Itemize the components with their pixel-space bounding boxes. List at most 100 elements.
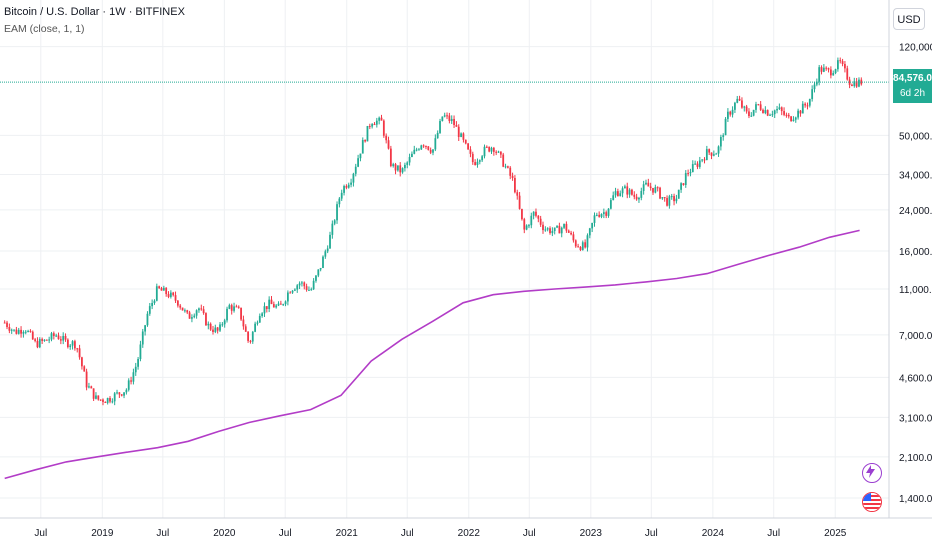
candle-body <box>661 197 664 199</box>
candle-body <box>343 186 345 193</box>
candle-body <box>251 331 254 342</box>
candle-body <box>167 294 170 297</box>
candle-body <box>427 146 430 150</box>
x-tick-label: Jul <box>767 528 780 539</box>
candle-body <box>333 220 336 224</box>
candle-body <box>654 187 657 193</box>
candle-body <box>69 345 72 348</box>
currency-button[interactable]: USD <box>893 8 925 30</box>
candle-body <box>99 399 102 401</box>
candle-body <box>357 158 359 167</box>
candle-body <box>188 312 191 319</box>
candle-body <box>829 69 832 76</box>
candle-body <box>263 306 266 314</box>
candle-body <box>88 386 90 388</box>
candle-body <box>750 115 753 117</box>
candle-body <box>460 133 462 137</box>
candle-body <box>773 110 776 115</box>
x-tick-label: 2019 <box>91 528 114 539</box>
candle-body <box>305 286 308 290</box>
candle-body <box>518 195 521 209</box>
bar-countdown: 6d 2h <box>899 88 926 99</box>
candle-body <box>296 285 299 290</box>
candle-body <box>825 67 828 69</box>
candle-body <box>52 333 55 337</box>
candle-body <box>109 398 111 402</box>
candle-body <box>481 156 484 161</box>
candle-body <box>195 310 198 316</box>
candle-body <box>15 329 18 334</box>
candle-body <box>172 292 175 296</box>
flag-icon[interactable] <box>862 492 882 512</box>
x-tick-label: 2021 <box>336 528 359 539</box>
x-tick-label: Jul <box>34 528 47 539</box>
candle-body <box>151 302 154 307</box>
candle-body <box>715 153 718 155</box>
candle-body <box>799 110 802 114</box>
candle-body <box>331 223 334 235</box>
candle-body <box>511 175 514 178</box>
candle-body <box>691 164 694 173</box>
candle-body <box>696 163 699 167</box>
candle-body <box>698 160 701 167</box>
candle-body <box>385 135 388 141</box>
candle-body <box>729 111 732 115</box>
candle-body <box>736 98 739 103</box>
candle-body <box>308 289 310 291</box>
candle-body <box>62 335 65 341</box>
candle-body <box>602 212 605 215</box>
candle-body <box>209 323 212 330</box>
candle-body <box>254 323 257 332</box>
candle-body <box>624 186 626 189</box>
candle-body <box>717 146 720 154</box>
candle-body <box>118 392 121 395</box>
candle-body <box>631 189 633 195</box>
candle-body <box>539 218 542 225</box>
candle-body <box>141 331 144 345</box>
candle-body <box>748 111 750 117</box>
lightning-icon[interactable] <box>862 463 882 483</box>
candle-body <box>719 137 722 147</box>
candle-body <box>822 67 825 72</box>
last-price-label: 84,576.0 6d 2h <box>893 69 932 103</box>
candle-body <box>338 198 341 205</box>
candle-body <box>303 282 306 287</box>
candle-body <box>191 317 193 319</box>
candle-body <box>446 115 448 117</box>
candle-body <box>853 81 856 86</box>
candle-body <box>418 149 420 151</box>
indicator-label[interactable]: EAM (close, 1, 1) <box>4 23 85 35</box>
y-tick-label: 11,000.0 <box>899 285 932 296</box>
candle-body <box>860 79 863 85</box>
candle-body <box>20 329 22 334</box>
candle-body <box>443 115 446 117</box>
candle-body <box>792 119 795 122</box>
candle-body <box>420 145 423 150</box>
candle-body <box>436 132 439 139</box>
candle-body <box>434 138 437 150</box>
candle-body <box>387 140 390 149</box>
candle-body <box>144 325 147 332</box>
candle-body <box>521 208 523 220</box>
candle-body <box>148 306 151 314</box>
candle-body <box>78 348 81 358</box>
candle-body <box>766 110 769 116</box>
candle-body <box>703 159 706 161</box>
candle-body <box>347 184 350 188</box>
candle-body <box>635 196 638 200</box>
candle-body <box>127 380 130 390</box>
candle-body <box>279 303 282 305</box>
candle-body <box>286 292 289 302</box>
candle-body <box>160 288 163 291</box>
candle-body <box>111 401 114 403</box>
candle-body <box>462 133 465 140</box>
candle-body <box>57 335 60 340</box>
candle-body <box>626 186 629 195</box>
candle-body <box>509 167 512 176</box>
candle-body <box>198 308 200 311</box>
candle-body <box>396 165 399 171</box>
candle-body <box>572 234 575 241</box>
symbol-title[interactable]: Bitcoin / U.S. Dollar · 1W · BITFINEX <box>4 6 185 18</box>
candle-body <box>684 173 687 185</box>
